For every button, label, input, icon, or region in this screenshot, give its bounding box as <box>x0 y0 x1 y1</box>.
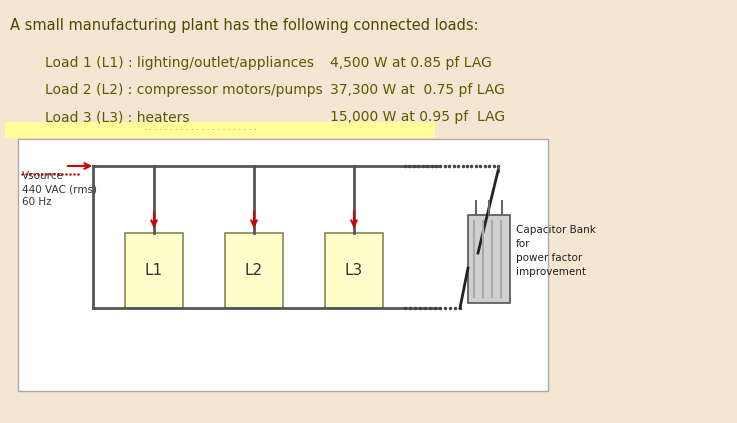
Text: Capacitor Bank
for
power factor
improvement: Capacitor Bank for power factor improvem… <box>516 225 596 277</box>
Bar <box>125 233 183 308</box>
Bar <box>18 139 548 391</box>
Text: L3: L3 <box>345 263 363 278</box>
Bar <box>325 233 383 308</box>
Text: Load 1 (L1) : lighting/outlet/appliances: Load 1 (L1) : lighting/outlet/appliances <box>45 56 314 70</box>
Text: L2: L2 <box>245 263 263 278</box>
Text: 37,300 W at  0.75 pf LAG: 37,300 W at 0.75 pf LAG <box>330 83 505 97</box>
Bar <box>468 215 510 303</box>
Text: · · · · · · · · · · · · · · · · · · · · · ·: · · · · · · · · · · · · · · · · · · · · … <box>144 126 256 135</box>
Text: A small manufacturing plant has the following connected loads:: A small manufacturing plant has the foll… <box>10 18 478 33</box>
Text: 15,000 W at 0.95 pf  LAG: 15,000 W at 0.95 pf LAG <box>330 110 505 124</box>
Text: Load 3 (L3) : heaters: Load 3 (L3) : heaters <box>45 110 189 124</box>
Text: L1: L1 <box>145 263 163 278</box>
Text: Vsource
440 VAC (rms)
60 Hz: Vsource 440 VAC (rms) 60 Hz <box>22 171 97 207</box>
Text: 4,500 W at 0.85 pf LAG: 4,500 W at 0.85 pf LAG <box>330 56 492 70</box>
Bar <box>5 122 435 138</box>
Text: Load 2 (L2) : compressor motors/pumps: Load 2 (L2) : compressor motors/pumps <box>45 83 323 97</box>
Bar <box>225 233 283 308</box>
